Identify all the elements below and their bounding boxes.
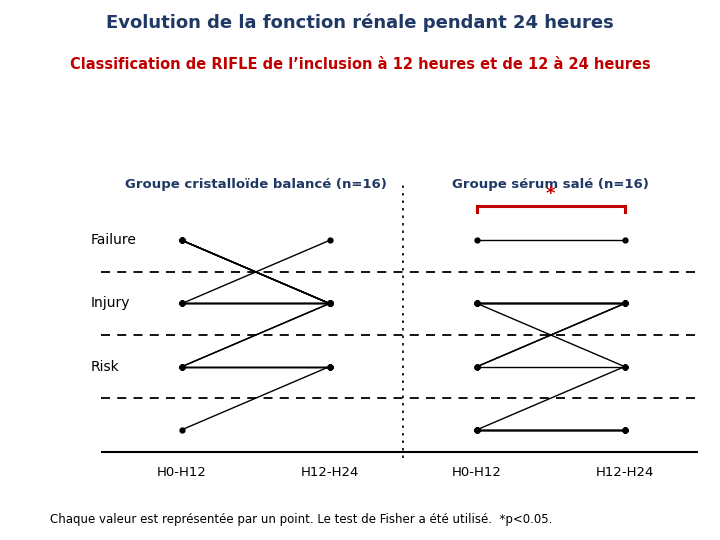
Text: Risk: Risk [91, 360, 120, 374]
Text: Classification de RIFLE de l’inclusion à 12 heures et de 12 à 24 heures: Classification de RIFLE de l’inclusion à… [70, 57, 650, 72]
Text: Evolution de la fonction rénale pendant 24 heures: Evolution de la fonction rénale pendant … [106, 14, 614, 32]
Text: Groupe sérum salé (n=16): Groupe sérum salé (n=16) [452, 178, 649, 191]
Text: Injury: Injury [91, 296, 130, 310]
Text: Groupe cristalloïde balancé (n=16): Groupe cristalloïde balancé (n=16) [125, 178, 387, 191]
Text: Failure: Failure [91, 233, 136, 247]
Text: *: * [546, 185, 556, 202]
Text: Chaque valeur est représentée par un point. Le test de Fisher a été utilisé.  *p: Chaque valeur est représentée par un poi… [50, 514, 553, 526]
Text: H12-H24: H12-H24 [300, 467, 359, 480]
Text: H12-H24: H12-H24 [595, 467, 654, 480]
Text: H0-H12: H0-H12 [157, 467, 207, 480]
Text: H0-H12: H0-H12 [452, 467, 502, 480]
